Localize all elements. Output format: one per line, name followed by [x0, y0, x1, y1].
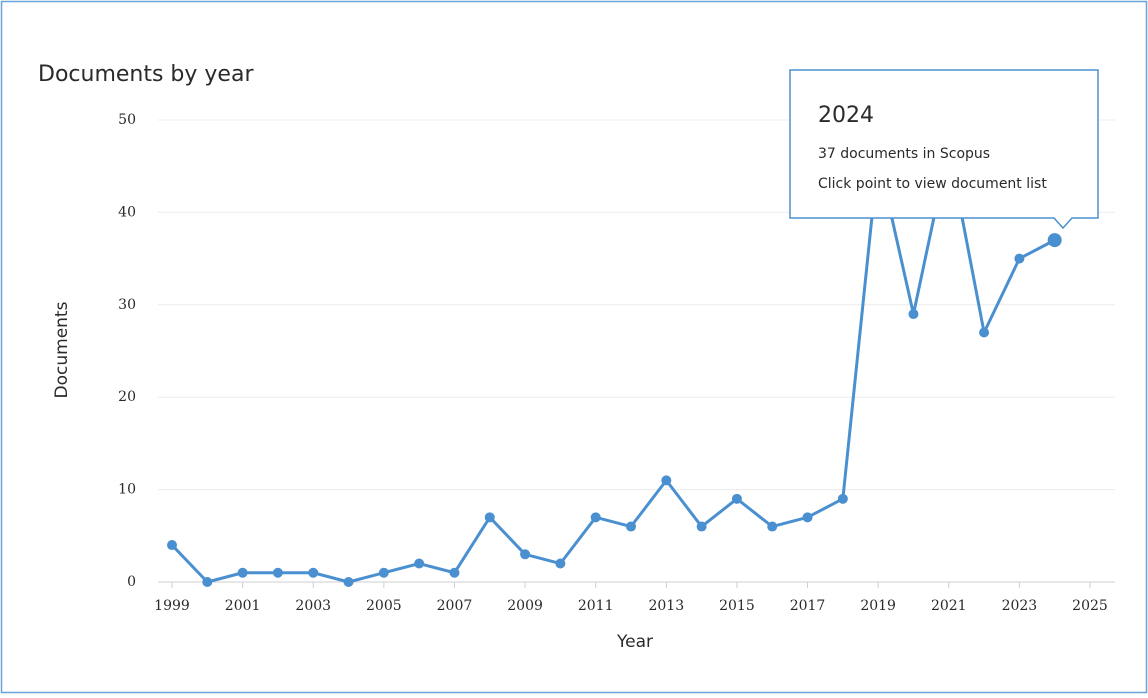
x-tick-label: 2011 — [578, 598, 614, 614]
data-point[interactable] — [1047, 233, 1062, 248]
data-point[interactable] — [202, 577, 213, 587]
x-tick-label: 2021 — [931, 598, 967, 614]
x-axis-label: Year — [616, 632, 653, 652]
x-tick-label: 2023 — [1002, 598, 1038, 614]
data-point[interactable] — [484, 512, 495, 523]
y-axis-label: Documents — [52, 301, 72, 398]
data-point[interactable] — [343, 577, 354, 587]
tooltip: 2024 37 documents in Scopus Click point to… — [789, 69, 1099, 230]
data-point[interactable] — [414, 558, 425, 569]
data-point[interactable] — [626, 521, 636, 532]
data-point[interactable] — [767, 521, 778, 532]
y-tick-label: 20 — [118, 389, 136, 405]
data-point[interactable] — [378, 567, 389, 578]
data-point[interactable] — [272, 567, 283, 578]
y-tick-label: 0 — [127, 574, 136, 590]
x-tick-label: 2007 — [437, 598, 473, 614]
data-point[interactable] — [590, 512, 601, 523]
tooltip-line: 37 documents in Scopus — [818, 146, 990, 162]
x-tick-label: 2001 — [225, 598, 261, 614]
tooltip-title: 2024 — [818, 103, 874, 128]
data-line — [170, 146, 1056, 584]
y-tick-label: 30 — [118, 297, 136, 313]
x-tick-label: 2019 — [860, 598, 896, 614]
data-point[interactable] — [520, 549, 531, 560]
data-point[interactable] — [802, 512, 813, 523]
x-tick-label: 2013 — [648, 598, 684, 614]
data-point[interactable] — [696, 521, 707, 532]
data-point[interactable] — [237, 567, 248, 578]
data-point[interactable] — [449, 567, 460, 578]
data-point[interactable] — [1014, 253, 1025, 264]
data-point[interactable] — [555, 558, 566, 569]
data-point[interactable] — [837, 493, 848, 504]
data-point[interactable] — [731, 493, 742, 504]
x-tick-label: 2017 — [790, 598, 826, 614]
x-tick-label: 2003 — [295, 598, 331, 614]
data-point[interactable] — [308, 567, 319, 578]
data-point[interactable] — [979, 327, 990, 338]
data-point[interactable] — [908, 309, 919, 320]
x-tick-label: 2005 — [366, 598, 402, 614]
x-tick-label: 2015 — [719, 598, 755, 614]
data-point[interactable] — [661, 475, 672, 486]
tooltip-line: Click point to view document list — [818, 176, 1047, 192]
chart-title: Documents by year — [38, 62, 254, 87]
y-tick-label: 50 — [118, 112, 136, 128]
x-tick-label: 2009 — [507, 598, 543, 614]
y-tick-label: 10 — [118, 482, 136, 498]
x-tick-label: 1999 — [154, 598, 190, 614]
tooltip-box — [789, 69, 1099, 230]
x-tick-label: 2025 — [1072, 598, 1108, 614]
data-point[interactable] — [167, 540, 177, 551]
y-tick-label: 40 — [118, 204, 136, 220]
